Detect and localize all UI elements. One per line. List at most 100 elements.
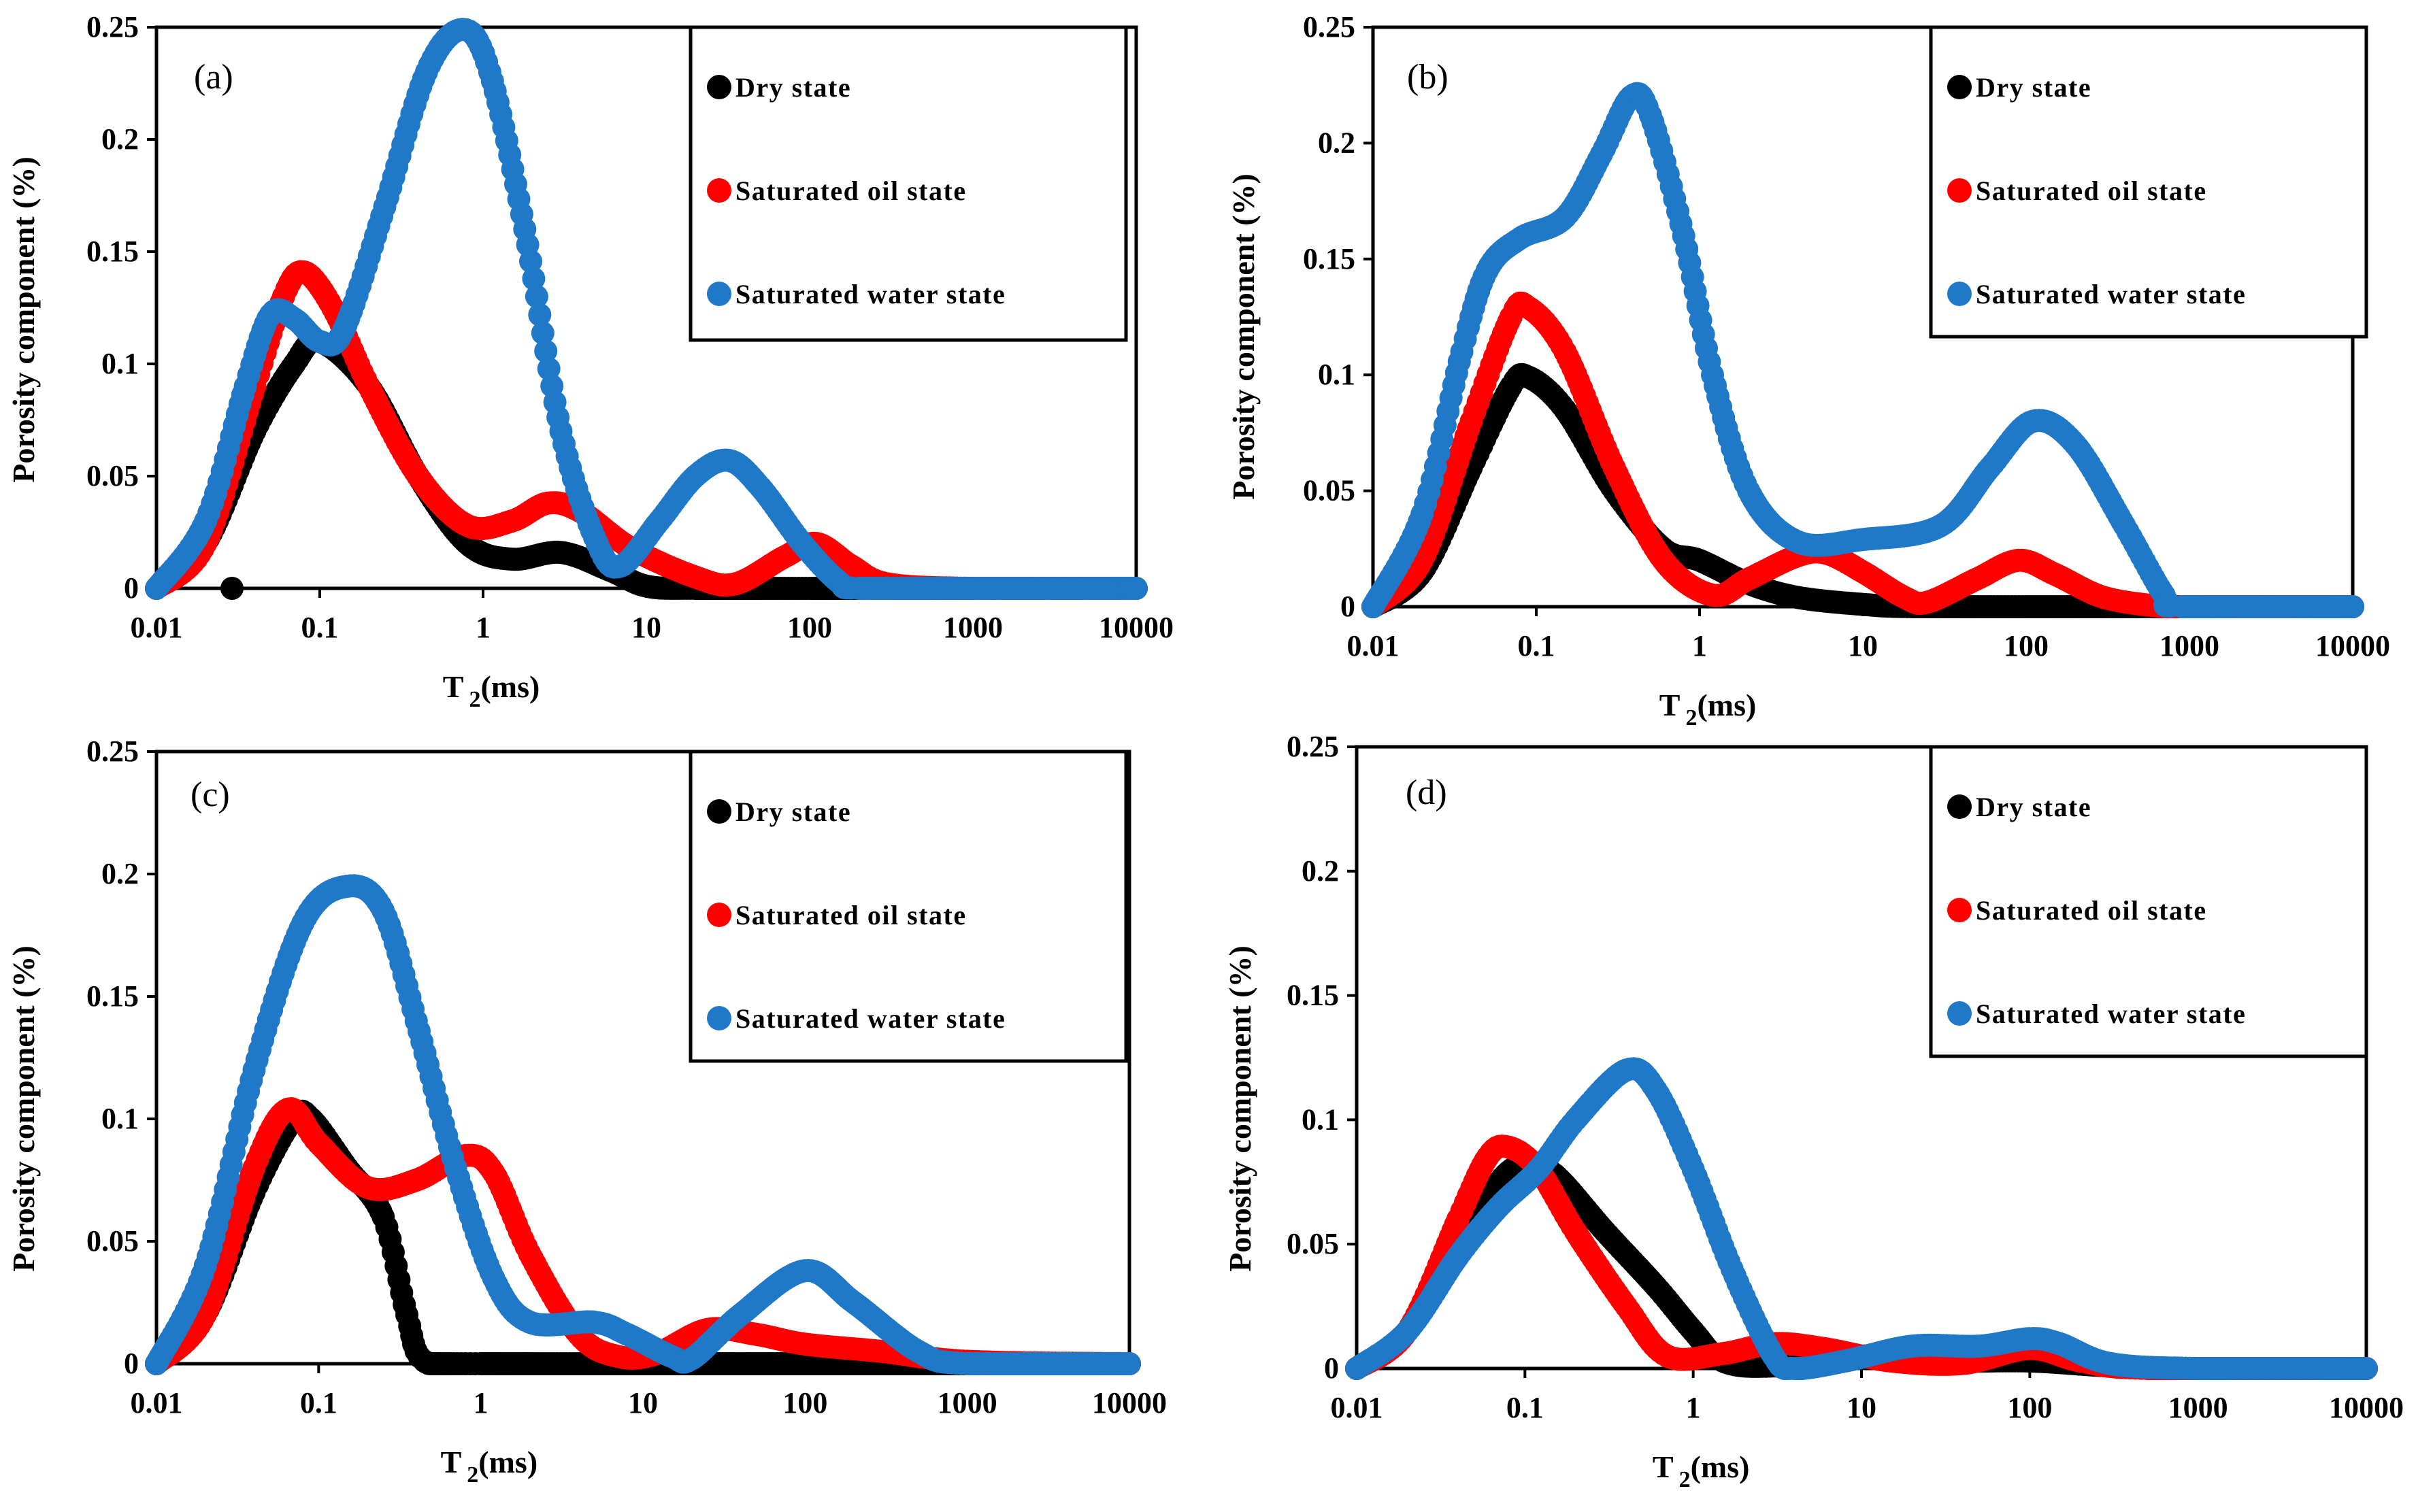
legend-box — [689, 25, 1128, 342]
x-tick-label: 10 — [1848, 629, 1878, 662]
data-point — [220, 577, 244, 600]
x-tick-label: 0.1 — [300, 1386, 337, 1419]
data-point — [528, 303, 552, 326]
panel-c: 0 0.05 0.1 0.15 0.2 0.25 0.01 0.1 1 10 100 1000 1000… — [0, 728, 1216, 1512]
legend-label: Saturated oil state — [1976, 175, 2207, 206]
legend-label: Saturated oil state — [735, 175, 967, 206]
legend-label: Dry state — [735, 796, 851, 827]
legend-marker — [707, 1006, 731, 1030]
legend-marker — [1947, 794, 1972, 819]
x-tick-label: 0.01 — [131, 611, 183, 644]
x-tick-label: 10000 — [1092, 1386, 1167, 1419]
legend-marker — [1947, 178, 1972, 203]
y-tick-label: 0.2 — [1302, 854, 1339, 888]
legend-label: Saturated oil state — [1976, 895, 2207, 926]
series-saturated-water-state — [1361, 82, 2364, 618]
x-tick-label: 0.01 — [131, 1386, 183, 1419]
x-axis-title: T 2(ms) — [443, 669, 540, 712]
x-tick-label: 0.1 — [1518, 629, 1555, 662]
chart-svg: 0 0.05 0.1 0.15 0.2 0.25 0.01 0.1 1 10 100 1000 1000… — [6, 735, 1167, 1488]
y-axis-title: Porosity component (%) — [1226, 173, 1261, 500]
series-layer — [145, 18, 1148, 600]
y-tick-label: 0.15 — [1287, 979, 1339, 1012]
y-tick-label: 0.15 — [86, 235, 139, 268]
x-tick-label: 0.01 — [1347, 629, 1400, 662]
panel-b: 0 0.05 0.1 0.15 0.2 0.25 0.01 0.1 1 10 100 1000 1000… — [1216, 0, 2433, 755]
x-tick-label: 100 — [2007, 1391, 2052, 1424]
chart-svg: 0 0.05 0.1 0.15 0.2 0.25 0.01 0.1 1 10 100 1000 1000… — [6, 10, 1174, 712]
x-tick-label: 100 — [2004, 629, 2049, 662]
y-tick-label: 0.2 — [1318, 126, 1355, 159]
legend: Dry state Saturated oil state Saturated wa… — [1929, 745, 2368, 1058]
y-tick-label: 0.2 — [101, 857, 139, 890]
x-tick-label: 10000 — [2315, 629, 2390, 662]
data-point — [1125, 577, 1148, 600]
panel-d: 0 0.05 0.1 0.15 0.2 0.25 0.01 0.1 1 10 100 1000 1000… — [1216, 728, 2433, 1512]
data-point — [537, 357, 561, 381]
y-tick-label: 0 — [1340, 590, 1355, 623]
legend-marker — [1947, 1001, 1972, 1026]
panel-label: (b) — [1407, 58, 1449, 97]
y-tick-label: 0.25 — [86, 10, 139, 44]
legend: Dry state Saturated oil state Saturated wa… — [689, 750, 1128, 1063]
data-point — [1118, 1352, 1141, 1375]
x-axis-title: T 2(ms) — [1659, 688, 1757, 730]
legend-label: Dry state — [1976, 72, 2091, 103]
x-axis-title: T 2(ms) — [1653, 1449, 1750, 1492]
y-tick-label: 0 — [124, 571, 139, 605]
legend-label: Dry state — [735, 72, 851, 103]
x-tick-label: 0.1 — [1506, 1391, 1544, 1424]
x-tick-label: 10 — [631, 611, 661, 644]
legend-marker — [707, 799, 731, 824]
panel-label: (a) — [194, 58, 233, 97]
x-tick-label: 1 — [476, 611, 491, 644]
data-point — [2341, 595, 2364, 618]
data-point — [2355, 1357, 2378, 1380]
series-layer — [1345, 1057, 2378, 1380]
y-tick-label: 0.05 — [1287, 1227, 1339, 1260]
y-tick-label: 0.25 — [1303, 10, 1355, 44]
y-tick-label: 0.15 — [86, 979, 139, 1013]
legend-label: Saturated water state — [735, 279, 1006, 309]
series-layer — [1361, 82, 2364, 618]
y-tick-label: 0.25 — [1287, 730, 1339, 763]
x-tick-label: 10000 — [1099, 611, 1174, 644]
data-point — [519, 250, 542, 273]
legend-marker — [1947, 898, 1972, 922]
panel-label: (c) — [191, 775, 230, 814]
legend: Dry state Saturated oil state Saturated wa… — [689, 25, 1128, 342]
series-saturated-water-state — [145, 18, 1148, 600]
legend-marker — [1947, 75, 1972, 99]
legend-label: Dry state — [1976, 792, 2091, 822]
data-point — [525, 285, 548, 308]
data-point — [522, 267, 546, 290]
y-tick-label: 0 — [124, 1347, 139, 1380]
y-tick-label: 0 — [1324, 1351, 1339, 1385]
y-tick-label: 0.1 — [101, 1102, 139, 1135]
x-tick-label: 1 — [1686, 1391, 1701, 1424]
y-tick-label: 0.2 — [101, 122, 139, 156]
panel-a: 0 0.05 0.1 0.15 0.2 0.25 0.01 0.1 1 10 100 1000 1000… — [0, 0, 1216, 728]
legend-label: Saturated water state — [1976, 998, 2246, 1029]
x-tick-label: 100 — [782, 1386, 827, 1419]
y-tick-label: 0.25 — [86, 735, 139, 768]
x-tick-label: 100 — [787, 611, 832, 644]
data-point — [531, 321, 555, 345]
y-axis-title: Porosity component (%) — [6, 156, 41, 483]
legend: Dry state Saturated oil state Saturated wa… — [1929, 25, 2368, 339]
x-tick-label: 1 — [474, 1386, 489, 1419]
x-tick-label: 10 — [1847, 1391, 1876, 1424]
chart-svg: 0 0.05 0.1 0.15 0.2 0.25 0.01 0.1 1 10 100 1000 1000… — [1226, 10, 2390, 730]
x-axis-title: T 2(ms) — [441, 1445, 538, 1488]
x-tick-label: 1 — [1692, 629, 1707, 662]
legend-label: Saturated water state — [1976, 279, 2246, 309]
series-saturated-water-state — [145, 874, 1141, 1375]
legend-box — [1929, 745, 2368, 1058]
x-tick-label: 1000 — [2168, 1391, 2228, 1424]
y-axis-title: Porosity component (%) — [6, 945, 41, 1272]
legend-marker — [1947, 282, 1972, 306]
data-point — [534, 339, 558, 363]
legend-box — [1929, 25, 2368, 339]
legend-label: Saturated water state — [735, 1003, 1006, 1034]
